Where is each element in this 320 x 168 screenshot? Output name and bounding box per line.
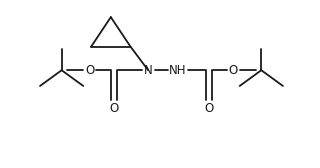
Text: N: N xyxy=(144,64,153,77)
Text: O: O xyxy=(228,64,237,77)
Text: O: O xyxy=(109,102,118,115)
Text: O: O xyxy=(204,102,214,115)
Text: O: O xyxy=(85,64,95,77)
Text: NH: NH xyxy=(169,64,187,77)
